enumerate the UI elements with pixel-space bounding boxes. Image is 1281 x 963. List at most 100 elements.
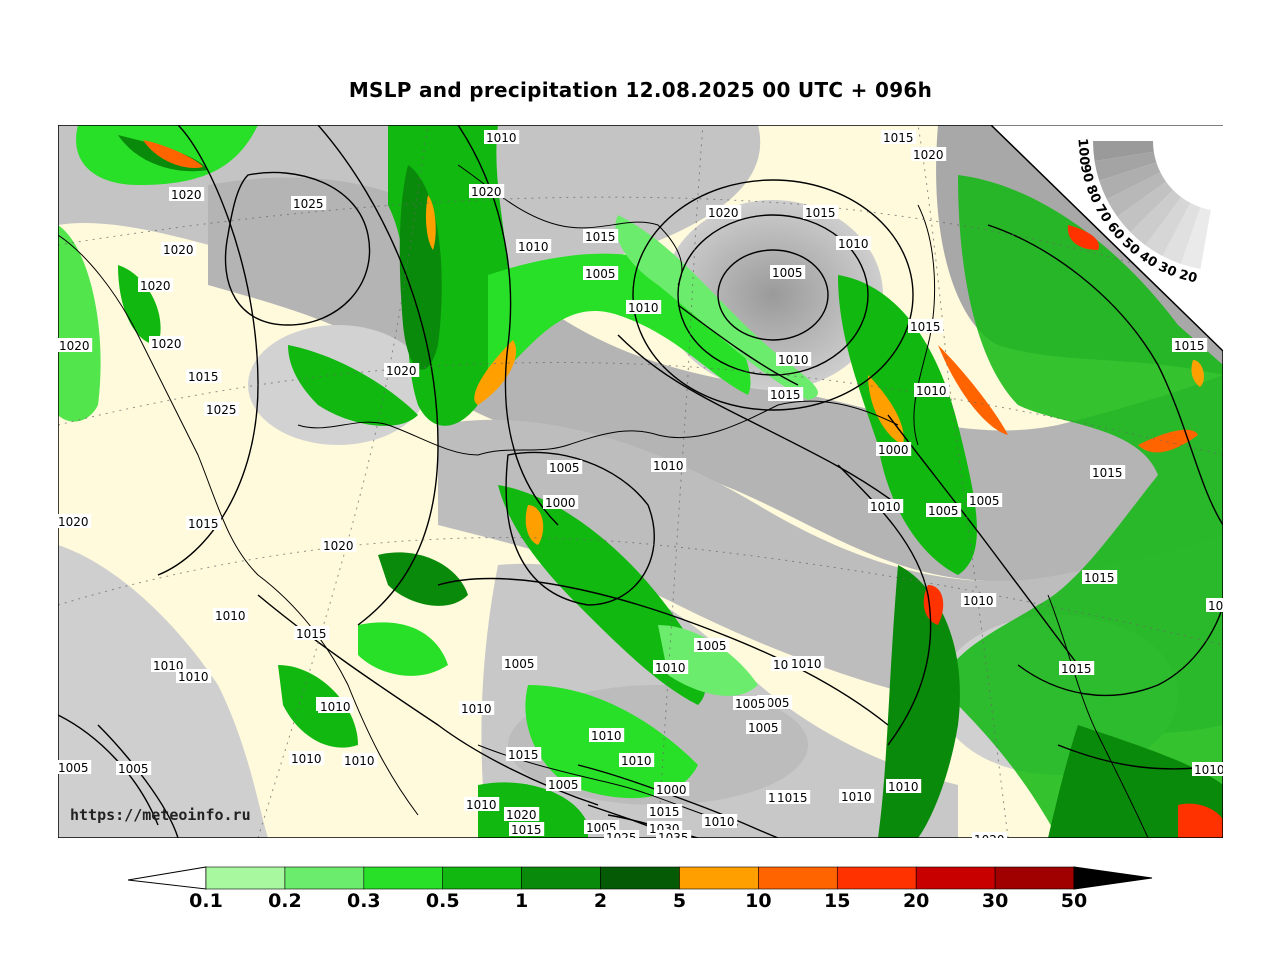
colorbar-overflow-triangle: [1073, 866, 1153, 890]
isobar-label: 1010: [153, 659, 184, 673]
cloud-legend-segment: [1106, 172, 1167, 217]
isobar-label: 1015: [511, 823, 542, 837]
colorbar-segment: [758, 866, 838, 890]
isobar-label: 1005: [585, 267, 616, 281]
isobar-labels: 1010 101510201020102510201020102010201020…: [58, 130, 1223, 838]
precip-area: [358, 622, 448, 676]
isobar-label: 1010: [963, 594, 994, 608]
isobar-label: 1010: [841, 790, 872, 804]
colorbar-tick-label: 0.5: [425, 890, 460, 912]
isobar-label-background: [504, 807, 540, 821]
precip-core: [525, 505, 544, 545]
isobar-label-background: [583, 266, 619, 280]
colorbar-tick-label: 2: [593, 890, 608, 912]
colorbar-segment: [915, 866, 996, 890]
isobar-label-background: [176, 669, 212, 683]
colorbar-segment: [994, 866, 1075, 890]
isobar-label-background: [384, 363, 420, 377]
isobar-label-background: [836, 236, 872, 250]
colorbar-segment: [679, 866, 759, 890]
isobar-label: 1000: [878, 443, 909, 457]
cloud-legend-label: 30: [1156, 260, 1179, 281]
isobar-label: 1015: [508, 748, 539, 762]
isobar-label: 1000: [656, 783, 687, 797]
isobar-label: 1020: [323, 539, 354, 553]
isobar-label: 1035: [658, 831, 689, 838]
cloud-legend-label: 100: [1074, 138, 1091, 166]
cloud-legend-label: 80: [1083, 183, 1104, 205]
isobar-label-background: [509, 822, 545, 836]
isobar-label-background: [318, 699, 354, 713]
precip-colorbar: [0, 862, 1281, 922]
isobar-label-background: [589, 728, 625, 742]
isobar-label: 1005: [969, 494, 1000, 508]
isobar-label-background: [149, 336, 185, 350]
isobar-label-background: [746, 720, 782, 734]
isobar-label: 1010: [461, 702, 492, 716]
isobar-label: 1015: [296, 627, 327, 641]
cloud-legend-segment: [1130, 190, 1182, 246]
isobar-label-background: [876, 442, 912, 456]
precip-core: [474, 340, 517, 405]
isobar-label-background: [464, 797, 500, 811]
isobar-label-background: [58, 338, 93, 352]
colorbar-tick-label: 0.2: [268, 890, 302, 912]
isobar-label: 1010: [628, 301, 659, 315]
isobar-label: 1015: [649, 805, 680, 819]
cloud-legend-segment: [1093, 141, 1154, 162]
isobar-label: 1010: [838, 237, 869, 251]
isobar-label: 1015: [1092, 466, 1123, 480]
isobar-label: 1010: [486, 131, 517, 145]
isobar-label: 1015: [1061, 662, 1092, 676]
isobar-label-background: [138, 278, 174, 292]
precip-area: [658, 625, 758, 696]
isobar-label: 1020: [59, 339, 90, 353]
isobar-label-background: [58, 514, 92, 528]
isobar-label: 1025: [606, 831, 637, 838]
isobar-label: 1010: [621, 754, 652, 768]
isobar-label: 1020: [913, 148, 944, 162]
isobar-label: 1020: [171, 188, 202, 202]
isobar-label-background: [926, 503, 962, 517]
isobar-label-background: [914, 383, 950, 397]
isobar-label: 1010: [591, 729, 622, 743]
colorbar-segment: [600, 866, 680, 890]
isobar-label-background: [702, 814, 738, 828]
isobar-label-background: [733, 696, 769, 710]
isobar-label-background: [547, 460, 583, 474]
isobar-label-background: [204, 402, 240, 416]
watermark: https://meteoinfo.ru: [70, 806, 251, 824]
isobar-label-background: [321, 538, 357, 552]
isobar-label-background: [583, 229, 619, 243]
isobar-label: 1005: [928, 504, 959, 518]
colorbar-segment: [442, 866, 522, 890]
colorbar-tick-label: 50: [1060, 890, 1088, 912]
isobar-label-background: [653, 660, 689, 674]
isobar-label-background: [186, 369, 222, 383]
isobar-label-background: [116, 761, 152, 775]
isobar-label-background: [484, 130, 520, 144]
isobar-label: 1000: [545, 496, 576, 510]
isobar-label-background: [459, 701, 495, 715]
colorbar-segment: [836, 866, 917, 890]
isobar-label: 1005: [548, 778, 579, 792]
isobar-label: 1020: [506, 808, 537, 822]
colorbar-underflow-triangle: [127, 866, 207, 890]
isobar-label: 1015: [777, 791, 808, 805]
isobar-label-background: [654, 782, 690, 796]
isobar-label: 1015: [805, 206, 836, 220]
isobar-label: 1005: [118, 762, 149, 776]
isobar-label: 1010: [320, 700, 351, 714]
forecast-map: 20 30 40 50 60 70 80 90 100 1010 1015 1020 1020 1025…: [58, 125, 1223, 838]
cloud-legend-label: 90: [1077, 163, 1096, 184]
cloud-legend-segment: [1162, 202, 1201, 264]
isobar-label-background: [776, 352, 812, 366]
colorbar-segment: [284, 866, 365, 890]
isobar-label-background: [881, 130, 917, 144]
precip-core: [1067, 225, 1099, 250]
isobar-label: 1015: [188, 517, 219, 531]
isobar-label-background: [1172, 338, 1208, 352]
isobar-label: 1010: [791, 657, 822, 671]
isobar-label-background: [967, 493, 1003, 507]
isobar-label: 1015: [1208, 599, 1223, 613]
